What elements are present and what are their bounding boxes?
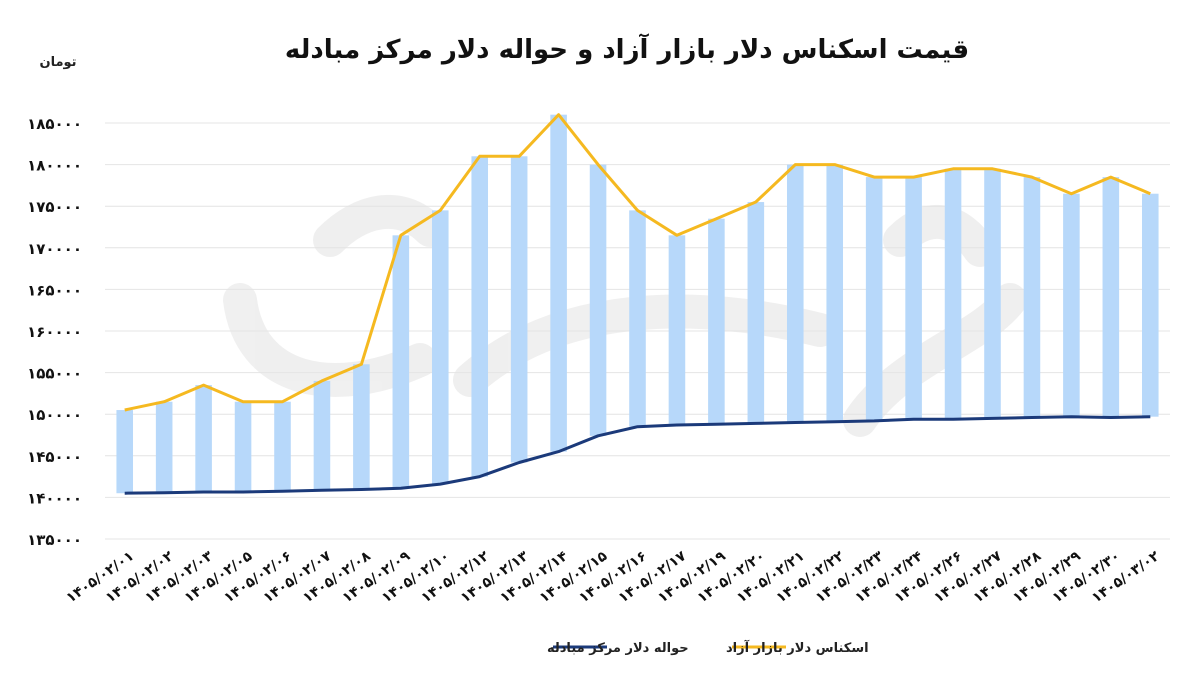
range-bar — [905, 177, 922, 420]
range-bar — [155, 401, 173, 493]
range-bar — [786, 164, 804, 423]
range-bar — [1141, 193, 1159, 417]
y-tick-label: ۱۶۵۰۰۰ — [27, 281, 82, 299]
legend: اسکناس دلار بازار آزاد حواله دلار مرکز م… — [547, 639, 869, 656]
range-bar — [471, 156, 489, 477]
range-bar — [195, 385, 212, 492]
range-bar — [510, 156, 528, 463]
range-bar — [1023, 177, 1041, 418]
lines-layer — [124, 113, 1151, 495]
y-tick-label: ۱۵۰۰۰۰ — [27, 406, 82, 424]
series-line-exchange-center — [124, 415, 1151, 495]
y-tick-label: ۱۵۵۰۰۰ — [27, 365, 82, 383]
range-bar — [313, 380, 331, 491]
y-tick-label: ۱۸۵۰۰۰ — [27, 115, 82, 133]
y-tick-label: ۱۶۰۰۰۰ — [27, 323, 82, 341]
x-axis-ticks: ۱۴۰۵/۰۲/۰۱۱۴۰۵/۰۲/۰۲۱۴۰۵/۰۲/۰۳۱۴۰۵/۰۲/۰۵… — [63, 548, 1162, 606]
range-bar — [668, 235, 686, 426]
chart-title: قیمت اسکناس دلار بازار آزاد و حواله دلار… — [285, 33, 969, 65]
range-bar — [708, 218, 725, 425]
range-bar — [274, 401, 291, 492]
y-axis-unit: تومان — [39, 55, 76, 70]
range-bar — [550, 114, 567, 452]
y-tick-label: ۱۴۰۰۰۰ — [27, 489, 82, 507]
legend-label-exchange-center: حواله دلار مرکز مبادله — [547, 641, 689, 656]
range-bar — [747, 202, 765, 424]
y-tick-label: ۱۸۰۰۰۰ — [27, 157, 82, 175]
range-bar — [944, 168, 962, 420]
legend-label-free-market: اسکناس دلار بازار آزاد — [726, 639, 869, 656]
y-axis-ticks: ۱۸۵۰۰۰ ۱۸۰۰۰۰ ۱۷۵۰۰۰ ۱۷۰۰۰۰ ۱۶۵۰۰۰ ۱۶۰۰۰۰ ۱۵۵۰… — [27, 115, 82, 549]
range-bar — [1102, 177, 1120, 418]
range-bar — [116, 410, 134, 494]
range-bar — [1063, 193, 1080, 417]
y-tick-label: ۱۴۵۰۰۰ — [27, 448, 82, 466]
range-bar — [984, 168, 1001, 419]
range-bar — [826, 164, 844, 422]
bars-layer — [116, 114, 1159, 494]
series-line-free-market — [124, 113, 1151, 412]
range-bar — [353, 364, 370, 490]
y-tick-label: ۱۳۵۰۰۰ — [27, 531, 82, 549]
range-bar — [589, 164, 607, 436]
range-bar — [629, 210, 646, 427]
range-bar — [431, 210, 449, 485]
y-tick-label: ۱۷۵۰۰۰ — [27, 198, 82, 216]
range-bar — [392, 235, 410, 489]
range-bar — [234, 401, 252, 492]
y-tick-label: ۱۷۰۰۰۰ — [27, 240, 82, 258]
range-bar — [865, 177, 883, 421]
